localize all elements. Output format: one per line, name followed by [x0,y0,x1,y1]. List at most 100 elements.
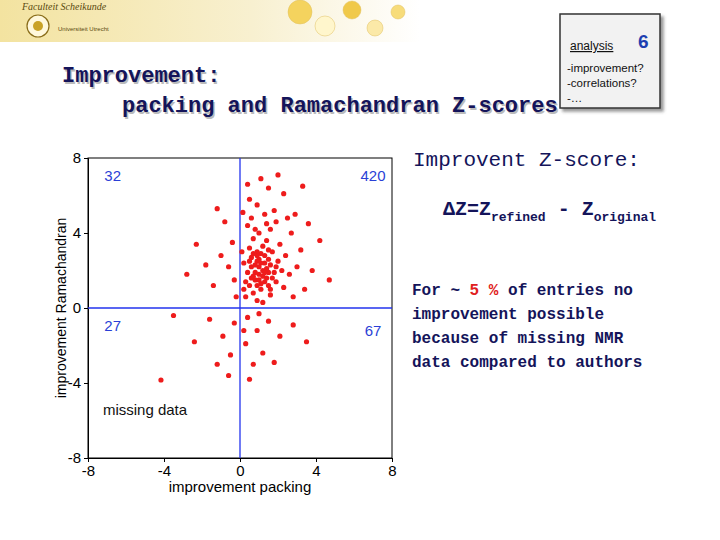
point [245,182,250,187]
logo-seal-core [33,21,43,31]
point [258,176,263,181]
header-ball [315,16,335,36]
point [281,191,286,196]
point [304,339,309,344]
chart: -8-4048-8-4048324202767missing dataimpro… [53,149,397,495]
point [285,215,290,220]
point [275,172,280,177]
point [245,223,250,228]
formula: ΔZ=Zrefined - Zoriginal [443,198,656,225]
point [215,362,220,367]
point [270,275,275,280]
point [258,287,263,292]
point [247,377,252,382]
formula-part: refined [491,210,546,225]
point [255,328,260,333]
point [247,259,252,264]
point [184,272,189,277]
point [253,262,258,267]
point [274,219,279,224]
x-tick-label: -4 [158,462,171,479]
point [291,294,296,299]
point [272,208,277,213]
point [234,294,239,299]
x-tick: -8 [82,458,95,479]
point [215,206,220,211]
point [283,253,288,258]
point [302,287,307,292]
analysis-box [560,14,660,108]
point [260,300,265,305]
point [264,221,269,226]
point [300,184,305,189]
y-axis-title: improvement Ramachandran [53,218,69,399]
formula-part: ΔZ=Z [443,198,491,221]
box-number: 6 [638,31,649,52]
point [253,227,258,232]
logo-bottom-text: Universiteit Utrecht [58,26,109,32]
x-tick: 0 [236,458,244,479]
box-item: -improvement? [567,62,644,74]
point [266,257,271,262]
point [230,240,235,245]
point [268,227,273,232]
y-tick-label: 4 [73,224,81,241]
point [249,215,254,220]
point [194,242,199,247]
point [256,277,261,282]
y-tick-label: -4 [68,374,81,391]
note-segment: data compared to authors [412,354,642,372]
point [289,230,294,235]
point [192,339,197,344]
y-axis: -8 -4 0 4 8 [68,149,89,466]
point [287,272,292,277]
x-tick: 8 [388,458,396,479]
x-tick: 4 [312,458,320,479]
point [243,294,248,299]
point [264,238,269,243]
annotation: 420 [360,167,385,184]
y-tick: -8 [68,449,88,466]
point [255,283,260,288]
y-tick: 4 [73,224,88,241]
point [218,253,223,258]
x-axis-title: improvement packing [169,478,312,495]
point [277,242,282,247]
point [251,362,256,367]
note-segment: For ~ [412,282,470,300]
point [268,292,273,297]
point [255,202,260,207]
header-ball [367,20,383,36]
point [255,298,260,303]
plot-frame [88,158,392,458]
point [171,313,176,318]
point [207,317,212,322]
formula-part: original [594,210,657,225]
point [262,270,267,275]
header-ball [391,5,405,19]
annotation: 32 [104,167,121,184]
box-heading: analysis [570,39,613,53]
point [247,245,252,250]
point [268,287,273,292]
point [281,285,286,290]
point [226,264,231,269]
point [279,268,284,273]
y-tick: 0 [73,299,88,316]
point [266,319,271,324]
y-tick: 8 [73,149,88,166]
note-line: data compared to authors [412,354,642,372]
y-tick-label: 8 [73,149,81,166]
x-tick: -4 [158,458,171,479]
point [317,238,322,243]
header-ball [288,0,312,24]
point [251,290,256,295]
point [241,260,246,265]
x-tick-label: 4 [312,462,320,479]
point [245,270,250,275]
point [327,277,332,282]
point [277,334,282,339]
annotation: 27 [104,317,121,334]
annotation: missing data [103,401,188,418]
formula-part: - Z [546,198,594,221]
